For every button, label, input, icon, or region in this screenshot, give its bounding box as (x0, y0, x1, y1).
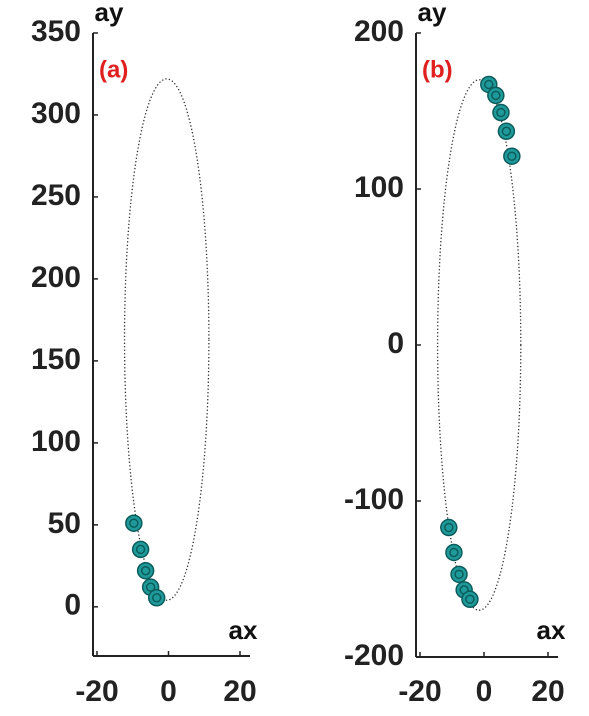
point (487, 86, 505, 105)
point-body (445, 543, 463, 562)
x-axis-label: ax (537, 615, 566, 645)
point-body (503, 147, 521, 165)
point-ring (491, 90, 501, 101)
x-tick-label: 0 (160, 675, 177, 708)
point (503, 147, 521, 165)
orbit-ellipse (436, 79, 522, 611)
point-ring (145, 582, 156, 592)
y-tick-label: 50 (48, 507, 81, 540)
point-body (497, 122, 516, 141)
point (136, 561, 155, 580)
y-tick-label: -200 (344, 639, 404, 672)
point-ring (501, 126, 512, 137)
x-axis-label: ax (229, 615, 258, 645)
point (440, 518, 458, 537)
point-ring (449, 547, 459, 558)
y-tick-label: 100 (31, 425, 81, 458)
point-ring (129, 518, 139, 528)
point-ring (454, 569, 464, 580)
point-body (147, 589, 166, 607)
y-tick-label: 100 (354, 171, 404, 204)
point (497, 122, 516, 141)
x-tick-label: -20 (75, 675, 118, 708)
y-tick-label: 250 (31, 179, 81, 212)
point-body (136, 561, 155, 580)
y-tick-label: 0 (64, 589, 81, 622)
point (125, 514, 143, 532)
y-tick-label: 350 (31, 15, 81, 48)
point (131, 540, 150, 559)
x-tick-label: -20 (398, 675, 441, 708)
point-body (487, 86, 505, 105)
y-tick-label: 300 (31, 97, 81, 130)
point-ring (140, 565, 151, 576)
orbit-ellipse (123, 78, 210, 601)
point (147, 589, 166, 607)
y-tick-label: -100 (344, 483, 404, 516)
point-body (440, 518, 458, 537)
y-tick-label: 150 (31, 343, 81, 376)
point (461, 590, 479, 609)
point-ring (507, 151, 517, 161)
y-tick-label: 200 (354, 15, 404, 48)
x-tick-label: 0 (476, 675, 493, 708)
point (450, 565, 468, 584)
point-body (131, 540, 150, 559)
panel-label: (b) (422, 56, 453, 83)
point-ring (135, 544, 146, 555)
point (492, 103, 510, 122)
point-ring (151, 593, 162, 603)
y-tick-label: 0 (387, 327, 404, 360)
point-body (450, 565, 468, 584)
x-tick-label: 20 (223, 675, 256, 708)
point-body (125, 514, 143, 532)
point (445, 543, 463, 562)
panel-label: (a) (99, 56, 128, 83)
point-body (492, 103, 510, 122)
point-ring (496, 107, 506, 118)
y-axis-label: ay (95, 0, 124, 27)
x-tick-label: 20 (531, 675, 564, 708)
y-axis-label: ay (418, 0, 447, 27)
y-tick-label: 200 (31, 261, 81, 294)
point-body (461, 590, 479, 609)
point-ring (484, 79, 494, 90)
point-ring (444, 522, 454, 533)
point-ring (465, 594, 475, 605)
